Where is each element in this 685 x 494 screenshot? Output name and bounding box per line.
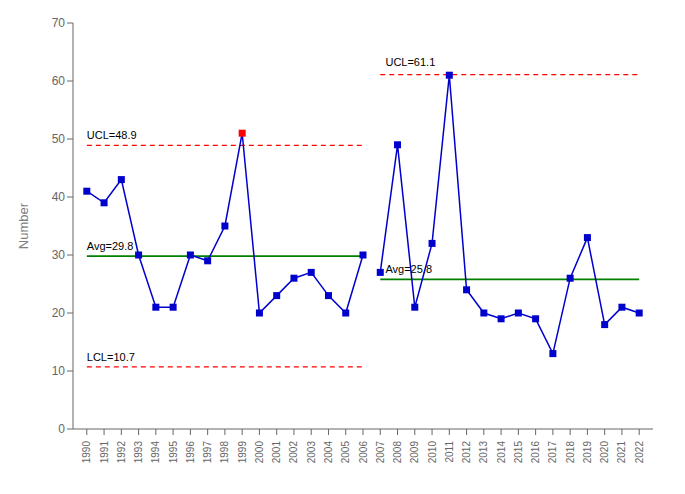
svg-text:2018: 2018 xyxy=(565,441,576,464)
svg-text:2020: 2020 xyxy=(599,441,610,464)
svg-text:2003: 2003 xyxy=(306,441,317,464)
svg-text:1993: 1993 xyxy=(133,441,144,464)
svg-text:2005: 2005 xyxy=(340,441,351,464)
svg-text:2021: 2021 xyxy=(616,441,627,464)
svg-text:1990: 1990 xyxy=(81,441,92,464)
svg-text:2017: 2017 xyxy=(547,441,558,464)
svg-text:2012: 2012 xyxy=(461,441,472,464)
svg-text:UCL=61.1: UCL=61.1 xyxy=(385,56,435,68)
svg-text:30: 30 xyxy=(52,248,66,262)
svg-text:Number: Number xyxy=(16,202,31,249)
svg-text:1999: 1999 xyxy=(237,441,248,464)
svg-text:2002: 2002 xyxy=(288,441,299,464)
svg-text:50: 50 xyxy=(52,132,66,146)
svg-text:2022: 2022 xyxy=(634,441,645,464)
svg-text:2007: 2007 xyxy=(375,441,386,464)
svg-text:1997: 1997 xyxy=(202,441,213,464)
svg-text:2010: 2010 xyxy=(427,441,438,464)
svg-text:1996: 1996 xyxy=(185,441,196,464)
svg-text:LCL=10.7: LCL=10.7 xyxy=(87,351,135,363)
svg-text:2006: 2006 xyxy=(358,441,369,464)
svg-text:1994: 1994 xyxy=(150,441,161,464)
svg-text:Avg=29.8: Avg=29.8 xyxy=(87,240,134,252)
svg-text:1992: 1992 xyxy=(116,441,127,464)
svg-text:2016: 2016 xyxy=(530,441,541,464)
svg-text:2000: 2000 xyxy=(254,441,265,464)
svg-text:2011: 2011 xyxy=(444,441,455,463)
svg-text:2004: 2004 xyxy=(323,441,334,464)
svg-text:10: 10 xyxy=(52,364,66,378)
svg-text:2001: 2001 xyxy=(271,441,282,464)
svg-text:2015: 2015 xyxy=(513,441,524,464)
svg-text:2009: 2009 xyxy=(409,441,420,464)
svg-text:UCL=48.9: UCL=48.9 xyxy=(87,129,137,141)
svg-text:2013: 2013 xyxy=(478,441,489,464)
svg-text:1998: 1998 xyxy=(219,441,230,464)
svg-text:2008: 2008 xyxy=(392,441,403,464)
svg-text:Avg=25.8: Avg=25.8 xyxy=(385,263,432,275)
svg-text:0: 0 xyxy=(58,422,65,436)
svg-text:1991: 1991 xyxy=(99,441,110,464)
svg-text:20: 20 xyxy=(52,306,66,320)
svg-text:70: 70 xyxy=(52,16,66,30)
svg-text:2019: 2019 xyxy=(582,441,593,464)
svg-text:2014: 2014 xyxy=(496,441,507,464)
svg-text:40: 40 xyxy=(52,190,66,204)
svg-text:1995: 1995 xyxy=(168,441,179,464)
svg-text:60: 60 xyxy=(52,74,66,88)
